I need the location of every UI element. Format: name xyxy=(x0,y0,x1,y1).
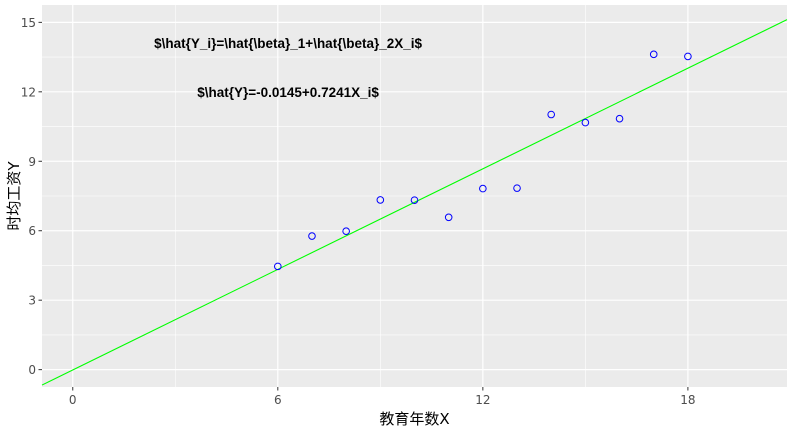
data-point xyxy=(479,184,487,193)
x-tick-label: 12 xyxy=(475,393,490,407)
data-point xyxy=(376,196,385,204)
fit-line xyxy=(41,19,788,386)
x-axis: 0 6 12 18 xyxy=(69,387,696,407)
x-axis-title: 教育年数X xyxy=(379,410,449,428)
annotations: $\hat{Y_i}=\hat{\beta}_1+\hat{\beta}_2X_… xyxy=(154,36,422,100)
major-gridlines xyxy=(42,5,787,387)
y-tick-label: 12 xyxy=(21,85,36,99)
y-tick-label: 3 xyxy=(28,294,36,308)
data-point xyxy=(581,118,590,127)
x-tick-label: 0 xyxy=(69,393,77,407)
data-point xyxy=(547,110,555,119)
data-point xyxy=(444,213,453,222)
minor-gridlines xyxy=(42,5,787,387)
data-point xyxy=(615,114,624,123)
data-point xyxy=(684,52,692,61)
y-tick-label: 6 xyxy=(28,224,36,238)
annotation-text-1: $\hat{Y_i}=\hat{\beta}_1+\hat{\beta}_2X_… xyxy=(154,36,422,51)
x-tick-label: 6 xyxy=(274,393,282,407)
y-tick-label: 15 xyxy=(21,16,36,30)
data-points xyxy=(274,50,692,271)
fit-line-layer xyxy=(41,19,788,386)
y-axis: 0 3 6 9 12 15 xyxy=(21,16,42,377)
data-point xyxy=(410,196,419,204)
y-tick-label: 9 xyxy=(28,155,36,169)
data-point xyxy=(649,50,658,59)
data-point xyxy=(342,227,350,235)
y-axis-title: 时均工资Y xyxy=(5,161,23,231)
y-tick-label: 0 xyxy=(28,363,36,377)
data-point xyxy=(274,262,282,271)
annotation-text-2: $\hat{Y}=-0.0145+0.7241X_i$ xyxy=(197,85,379,100)
x-tick-label: 18 xyxy=(680,393,695,407)
data-point xyxy=(513,184,521,192)
data-point xyxy=(308,232,316,240)
